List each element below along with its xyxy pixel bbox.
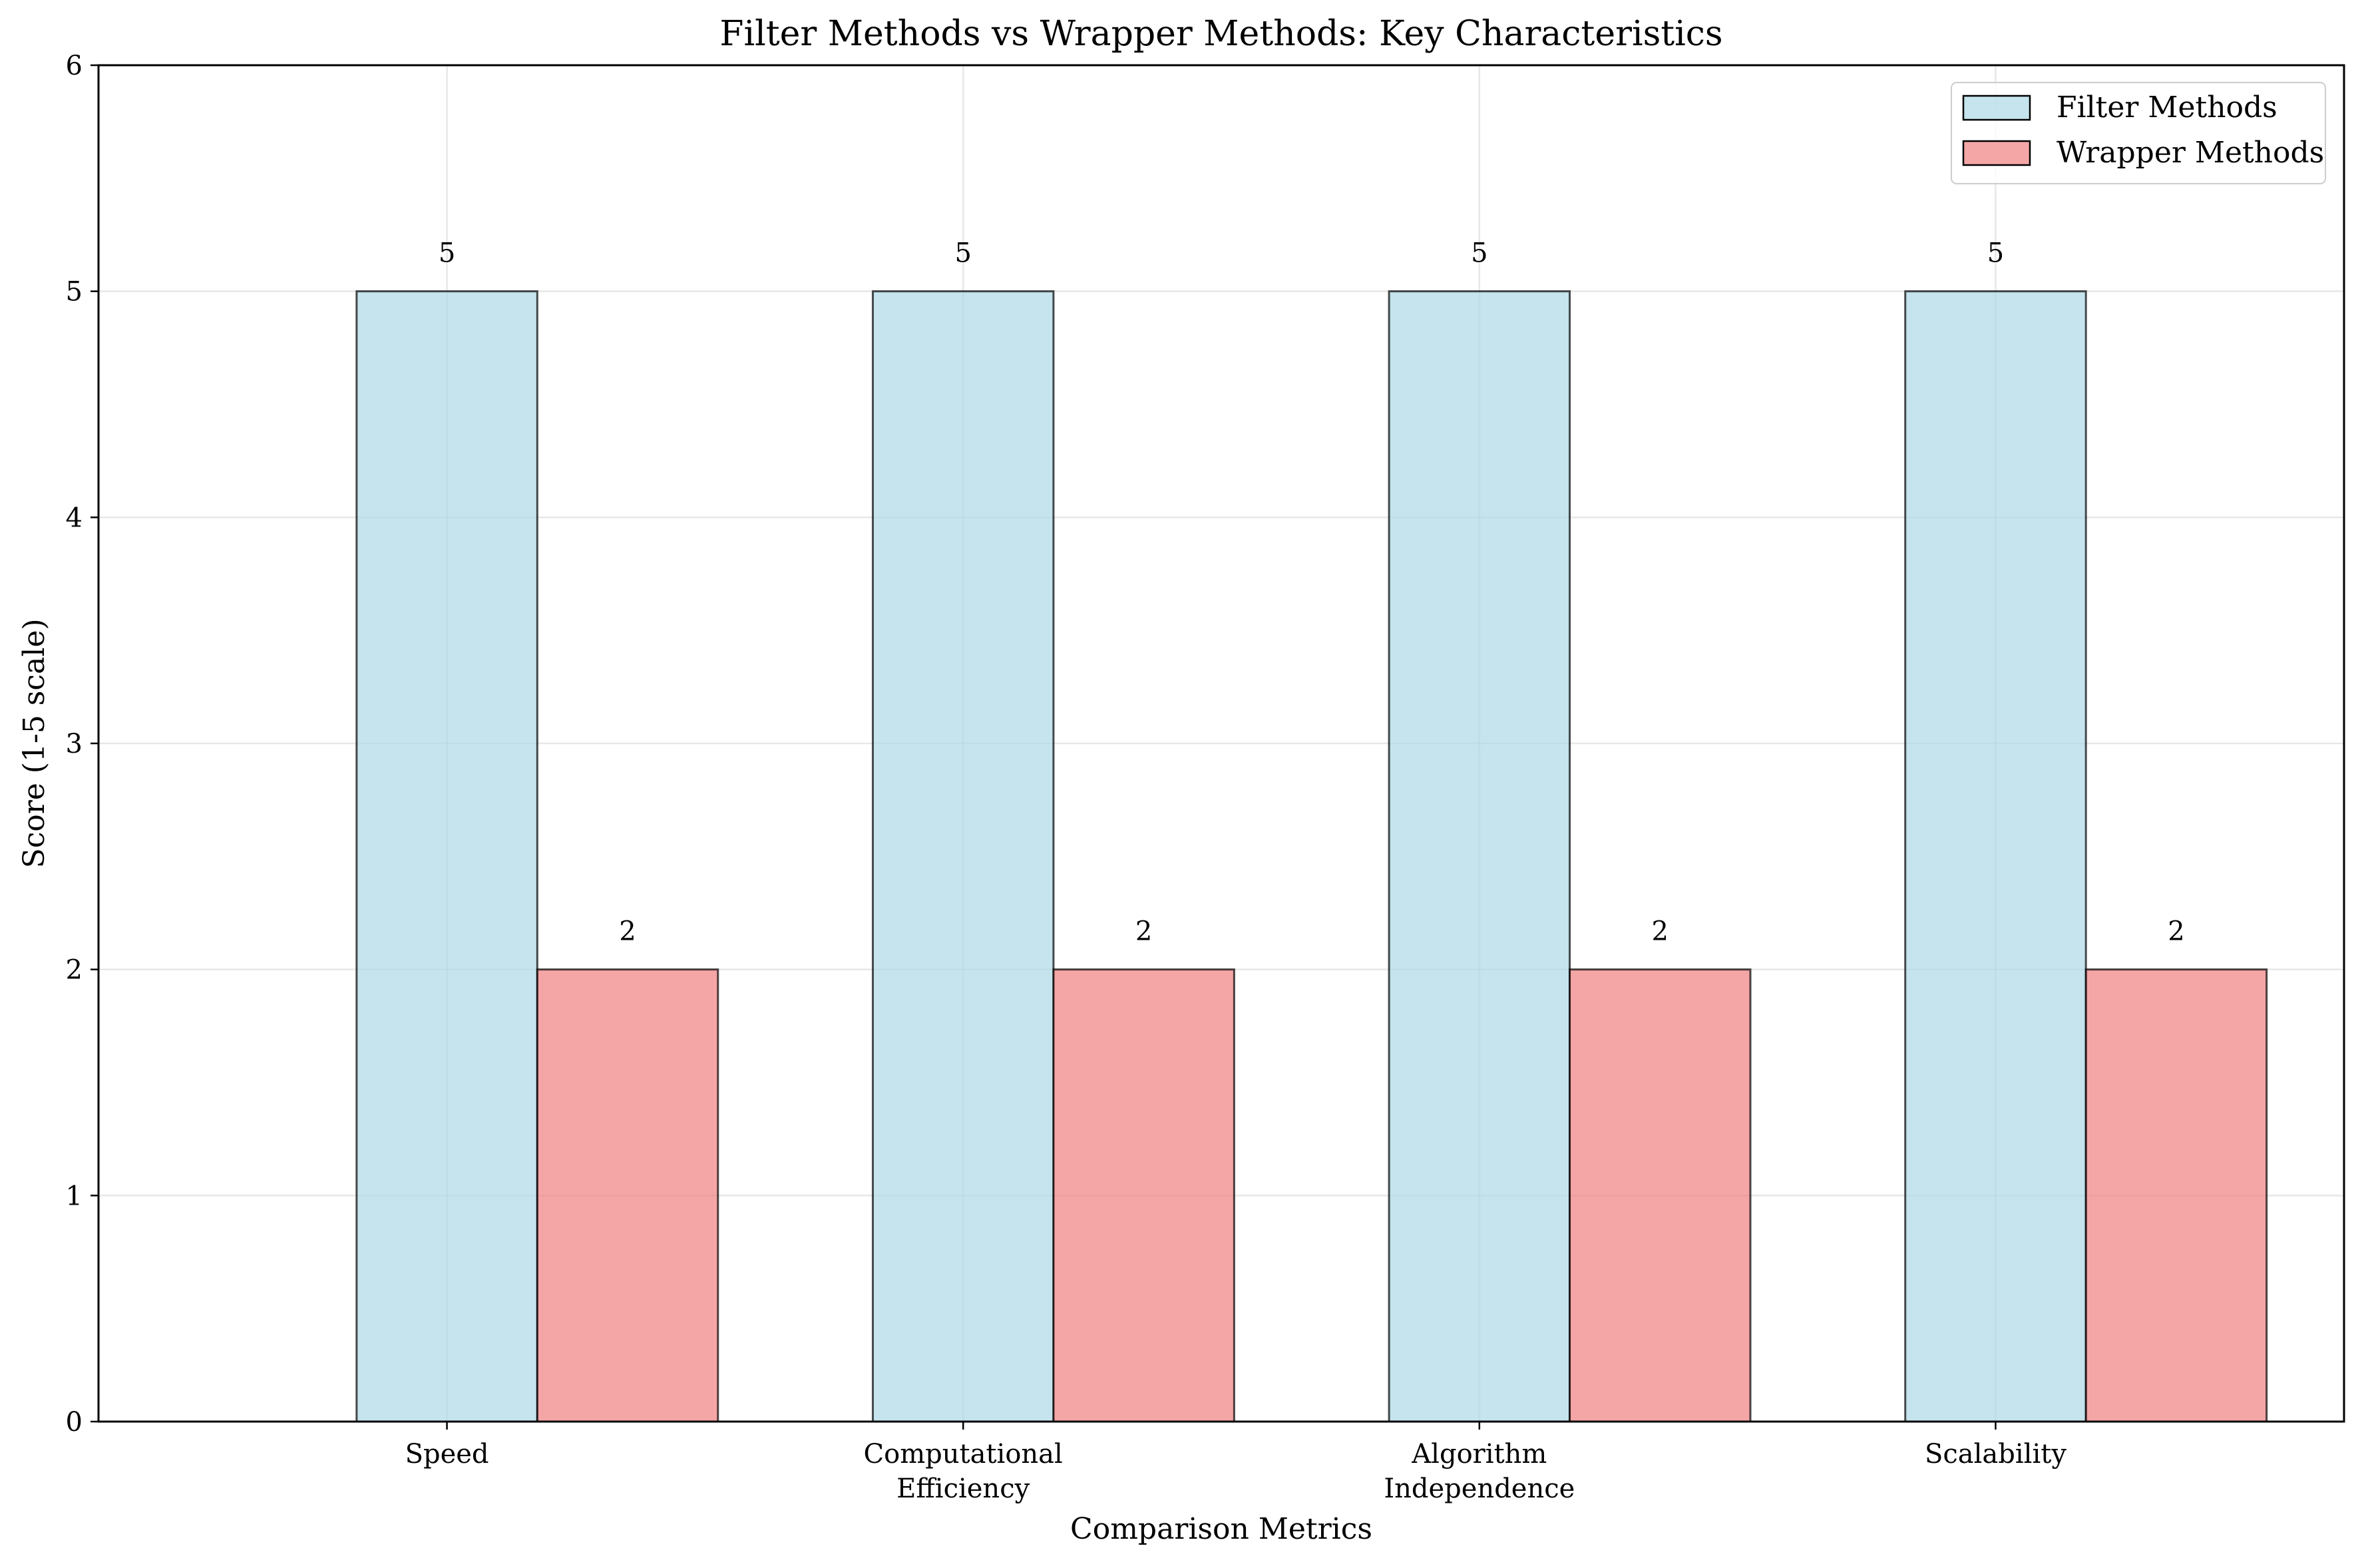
legend: Filter Methods Wrapper Methods [1951,82,2326,184]
y-tick-label: 4 [66,502,83,533]
legend-label-filter-methods: Filter Methods [2057,91,2277,124]
data-label: 5 [1471,238,1487,269]
legend-swatch-wrapper-methods [1962,140,2031,166]
data-labels: 5 5 5 5 2 2 2 2 [439,238,2185,947]
y-axis-label: Score (1-5 scale) [17,618,51,868]
y-tick-label: 6 [66,51,83,81]
legend-frame [1951,82,2326,184]
data-label: 5 [1987,238,2004,269]
x-tick-label: Speed [405,1439,489,1470]
bar-filter-methods [871,290,1055,1423]
legend-swatch-filter-methods [1962,95,2031,121]
chart-title: Filter Methods vs Wrapper Methods: Key C… [719,14,1722,54]
bar-filter-methods [1388,290,1571,1423]
bar-filter-methods [355,290,538,1423]
bar-wrapper-methods [2084,968,2268,1423]
bar-wrapper-methods [1569,968,1752,1423]
x-tick-label: Algorithm Independence [1384,1439,1575,1504]
data-label: 2 [1652,916,1669,947]
y-tick-label: 1 [66,1181,83,1211]
x-tick-label: Scalability [1925,1439,2067,1470]
x-axis-label: Comparison Metrics [1070,1512,1372,1546]
y-tick-label: 0 [66,1407,83,1438]
data-label: 2 [1135,916,1152,947]
x-axis-ticks: Speed Computational Efficiency Algorithm Ind… [405,1422,2067,1504]
x-tick-label: Computational Efficiency [864,1439,1063,1504]
data-label: 5 [439,238,455,269]
data-label: 2 [619,916,636,947]
y-tick-label: 3 [66,729,83,759]
y-tick-label: 5 [66,277,83,307]
data-label: 5 [954,238,971,269]
bar-wrapper-methods [1052,968,1235,1423]
bar-filter-methods [1904,290,2087,1423]
y-tick-label: 2 [66,955,83,986]
bars [355,290,2268,1423]
bar-wrapper-methods [536,968,719,1423]
data-label: 2 [2168,916,2184,947]
y-axis-ticks: 0 1 2 3 4 5 6 [66,51,98,1438]
legend-label-wrapper-methods: Wrapper Methods [2057,136,2324,170]
